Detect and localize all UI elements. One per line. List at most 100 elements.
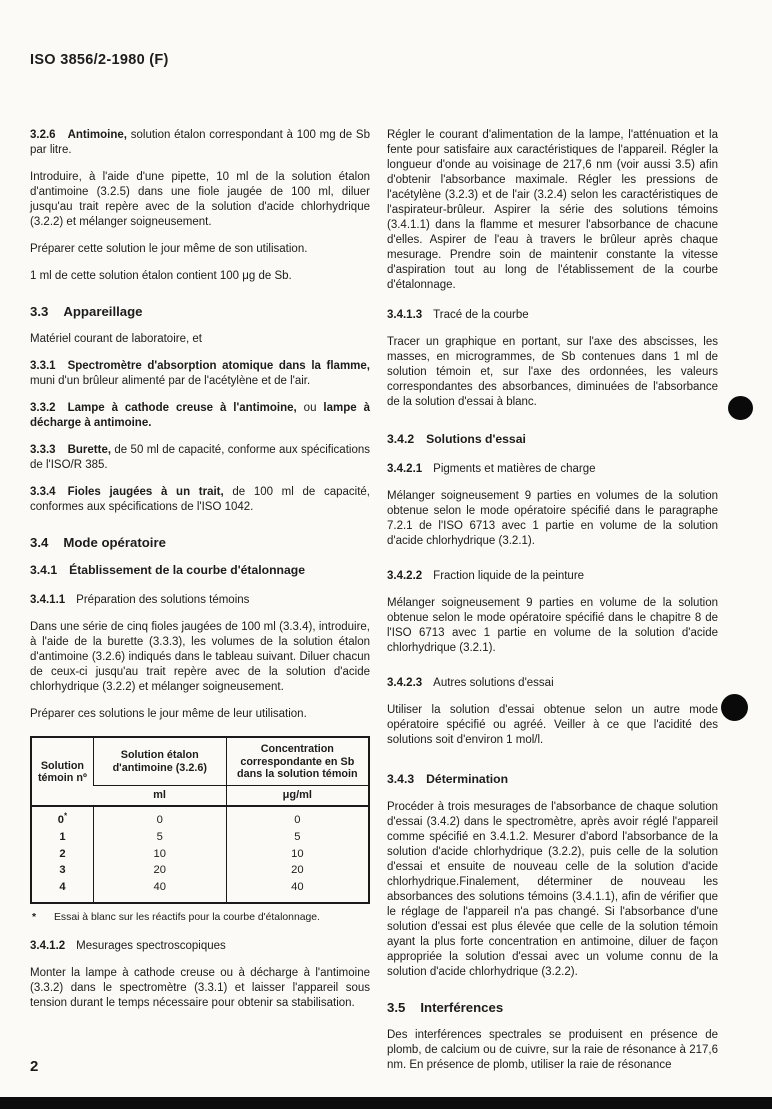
table-header-solution-temoin: Solution témoin nº [37, 759, 87, 785]
table-footnote: * Essai à blanc sur les réactifs pour la … [30, 911, 370, 924]
section-number: 3.2.6 [30, 129, 56, 141]
punch-hole-mark-icon [721, 694, 748, 721]
section-number: 3.4.1 [30, 563, 58, 577]
section-lead: Lampe à cathode creuse à l'antimoine, [67, 402, 297, 414]
row-number: 2 [59, 847, 66, 860]
section-lead: Antimoine, [67, 129, 127, 141]
table-row: 4 40 40 [31, 879, 369, 903]
right-column: Régler le courant d'alimentation de la l… [387, 128, 718, 1085]
heading-3-4-1-2: 3.4.1.2 Mesurages spectroscopiques [30, 939, 370, 954]
paragraph: Régler le courant d'alimentation de la l… [387, 129, 718, 291]
heading-title: Interférences [420, 1000, 504, 1015]
heading-title: Solutions d'essai [426, 432, 526, 446]
heading-title: Établissement de la courbe d'étalonnage [69, 563, 305, 577]
section-text: solution étalon correspondant à 100 mg d… [30, 129, 370, 156]
heading-3-4-1-3: 3.4.1.3 Tracé de la courbe [387, 308, 718, 323]
section-number: 3.4.1.2 [30, 939, 66, 952]
table-row: 2 10 10 [31, 845, 369, 863]
cell-ml: 10 [92, 845, 227, 863]
heading-title: Appareillage [63, 304, 143, 319]
section-3-3-3: 3.3.3 Burette, de 50 ml de capacité, conf… [30, 443, 370, 473]
section-3-3-4: 3.3.4 Fioles jaugées à un trait, de 100 m… [30, 485, 370, 515]
paragraph: 1 ml de cette solution étalon contient 1… [30, 270, 292, 282]
heading-3-4-2-2: 3.4.2.2 Fraction liquide de la peinture [387, 569, 718, 584]
section-lead-2: lampe à décharge à antimoine. [30, 402, 370, 429]
heading-3-4: 3.4 Mode opératoire [30, 535, 370, 550]
paragraph: Matériel courant de laboratoire, et [30, 333, 202, 345]
heading-3-4-1: 3.4.1 Établissement de la courbe d'étalon… [30, 563, 370, 578]
left-column: 3.2.6 Antimoine, solution étalon correspo… [30, 128, 370, 1023]
section-lead: Fioles jaugées à un trait, [67, 486, 224, 498]
paragraph: Procéder à trois mesurages de l'absorban… [387, 801, 718, 978]
scan-edge-bar [0, 1097, 772, 1109]
cell-ugml: 20 [225, 862, 369, 880]
heading-title: Pigments et matières de charge [433, 463, 596, 475]
paragraph: Introduire, à l'aide d'une pipette, 10 m… [30, 171, 370, 228]
table-row: 3 20 20 [31, 862, 369, 880]
table-row: 1 5 5 [31, 828, 369, 846]
row-number: 1 [59, 830, 66, 843]
section-number: 3.3.2 [30, 402, 56, 414]
cell-ugml: 10 [225, 845, 369, 863]
paragraph: Dans une série de cinq fioles jaugées de… [30, 621, 370, 693]
section-text: de 50 ml de capacité, conforme aux spéci… [30, 444, 370, 471]
section-lead: Burette, [67, 444, 112, 456]
section-number: 3.4.2.3 [387, 677, 423, 689]
paragraph: Mélanger soigneusement 9 parties en volu… [387, 597, 718, 654]
footnote-marker: * [63, 811, 68, 821]
section-3-2-6: 3.2.6 Antimoine, solution étalon correspo… [30, 128, 370, 158]
page-number: 2 [30, 1058, 39, 1075]
cell-ml: 0 [92, 806, 227, 829]
cell-ugml: 40 [225, 879, 369, 903]
section-number: 3.3.3 [30, 444, 56, 456]
table-header-solution-etalon: Solution étalon d'antimoine (3.2.6) [92, 737, 227, 785]
footnote-marker: * [32, 911, 37, 923]
paragraph: Des interférences spectrales se produise… [387, 1029, 718, 1071]
section-number: 3.4.1.1 [30, 594, 66, 606]
heading-3-3: 3.3 Appareillage [30, 304, 370, 319]
section-number: 3.4 [30, 535, 49, 550]
heading-3-4-3: 3.4.3 Détermination [387, 772, 718, 787]
punch-hole-mark-icon [728, 396, 753, 420]
paragraph: Monter la lampe à cathode creuse ou à dé… [30, 966, 370, 1009]
table-header-concentration: Concentration correspondante en Sb dans … [225, 737, 369, 785]
heading-title: Autres solutions d'essai [433, 677, 554, 689]
table-row: 0* 0 0 [31, 806, 369, 829]
cell-ml: 5 [92, 828, 227, 846]
section-text: ou [303, 402, 317, 414]
paragraph: Mélanger soigneusement 9 parties en volu… [387, 490, 718, 547]
footnote-text: Essai à blanc sur les réactifs pour la c… [54, 911, 320, 923]
row-number: 0 [57, 814, 64, 826]
table-unit-ugml: μg/ml [225, 784, 369, 806]
section-3-3-2: 3.3.2 Lampe à cathode creuse à l'antimoin… [30, 401, 370, 431]
paragraph: Préparer cette solution le jour même de … [30, 243, 308, 255]
section-number: 3.4.2.1 [387, 463, 423, 475]
heading-title: Détermination [426, 772, 509, 786]
heading-3-4-1-1: 3.4.1.1 Préparation des solutions témoins [30, 593, 370, 608]
cell-ugml: 0 [225, 806, 369, 829]
heading-title: Préparation des solutions témoins [76, 594, 250, 606]
row-number: 3 [59, 864, 66, 877]
heading-3-5: 3.5 Interférences [387, 1000, 718, 1015]
section-number: 3.3.4 [30, 486, 56, 498]
cell-ugml: 5 [225, 828, 369, 846]
section-text: muni d'un brûleur alimenté par de l'acét… [30, 375, 311, 387]
cell-ml: 20 [92, 862, 227, 880]
section-lead: Spectromètre d'absorption atomique dans … [67, 360, 370, 372]
heading-title: Mode opératoire [63, 535, 166, 550]
section-3-3-1: 3.3.1 Spectromètre d'absorption atomique … [30, 359, 370, 389]
section-number: 3.4.1.3 [387, 309, 423, 321]
paragraph: Préparer ces solutions le jour même de l… [30, 708, 307, 720]
cell-ml: 40 [92, 879, 227, 903]
section-number: 3.4.2 [387, 432, 415, 446]
document-reference: ISO 3856/2-1980 (F) [30, 52, 169, 68]
solutions-table: Solution témoin nº Solution étalon d'ant… [30, 736, 370, 904]
section-number: 3.5 [387, 1000, 406, 1015]
heading-title: Mesurages spectroscopiques [76, 939, 226, 952]
heading-3-4-2: 3.4.2 Solutions d'essai [387, 432, 718, 447]
section-number: 3.4.2.2 [387, 570, 423, 582]
section-number: 3.4.3 [387, 772, 415, 786]
row-number: 4 [59, 881, 66, 894]
paragraph: Utiliser la solution d'essai obtenue sel… [387, 704, 718, 746]
